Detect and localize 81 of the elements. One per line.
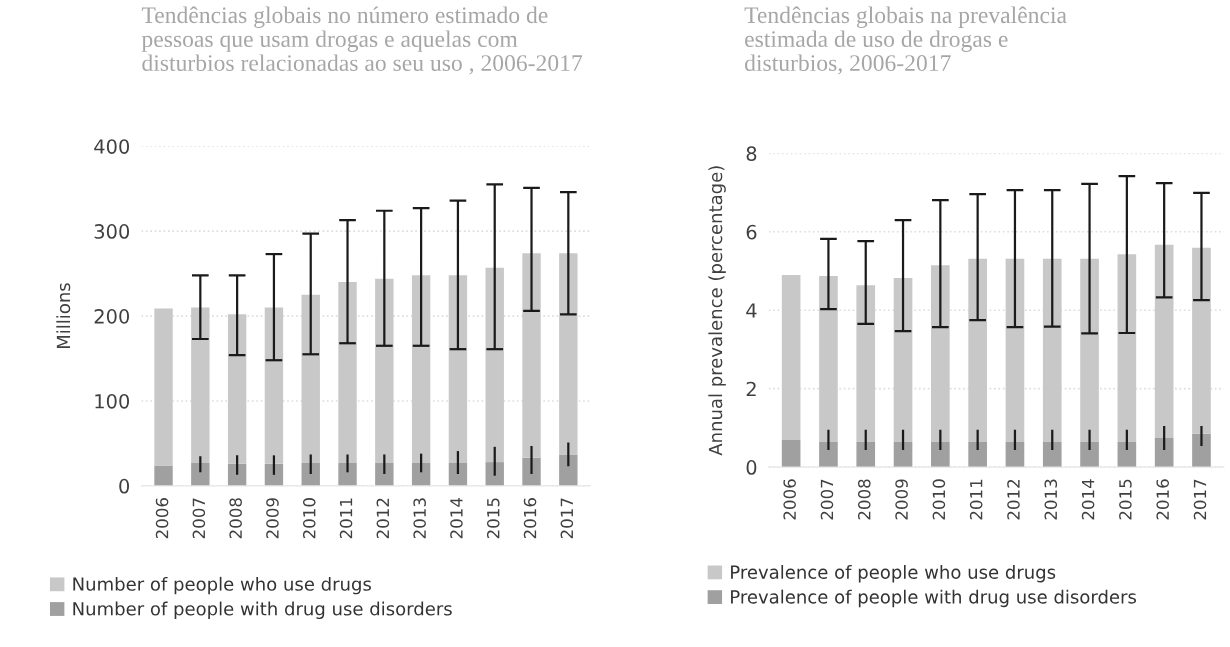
y-tick-label: 100 bbox=[95, 393, 130, 409]
bar bbox=[375, 462, 394, 486]
bar bbox=[485, 267, 504, 463]
y-tick-label: 2 bbox=[746, 381, 756, 397]
bar bbox=[1154, 244, 1174, 439]
x-tick-label: 2006 bbox=[155, 498, 169, 539]
bar bbox=[154, 308, 173, 466]
legend-label: Number of people who use drugs bbox=[73, 576, 371, 595]
x-tick-label: 2010 bbox=[932, 479, 946, 520]
bar bbox=[191, 307, 210, 463]
bar bbox=[893, 278, 913, 443]
x-tick-label: 2014 bbox=[450, 497, 463, 539]
bar bbox=[968, 258, 987, 443]
y-axis-title: Millions bbox=[56, 283, 71, 349]
bar bbox=[522, 253, 541, 458]
bar bbox=[264, 307, 284, 464]
x-tick-label: 2015 bbox=[486, 498, 500, 539]
legend-label: Prevalence of people with drug use disorders bbox=[731, 589, 1136, 608]
x-tick-label: 2008 bbox=[229, 498, 242, 539]
y-tick-label: 6 bbox=[746, 224, 757, 240]
x-tick-label: 2007 bbox=[192, 498, 206, 539]
x-tick-label: 2013 bbox=[1044, 479, 1058, 520]
bar bbox=[856, 285, 876, 443]
bar bbox=[522, 457, 541, 486]
x-tick-label: 2006 bbox=[783, 479, 796, 520]
y-tick-label: 200 bbox=[94, 309, 130, 324]
bar bbox=[1192, 247, 1211, 434]
bar bbox=[856, 442, 876, 468]
y-tick-label: 0 bbox=[119, 478, 130, 494]
bar bbox=[1080, 442, 1099, 468]
x-tick-label: 2009 bbox=[266, 498, 279, 539]
bar bbox=[781, 274, 801, 441]
bar bbox=[1192, 433, 1211, 468]
x-tick-label: 2016 bbox=[1156, 479, 1169, 520]
x-tick-label: 2017 bbox=[1193, 479, 1207, 520]
x-tick-label: 2007 bbox=[820, 479, 834, 520]
y-tick-label: 300 bbox=[94, 224, 130, 239]
bar bbox=[338, 462, 357, 486]
legend-label: Number of people with drug use disorders bbox=[73, 601, 452, 620]
legend-label: Prevalence of people who use drugs bbox=[731, 564, 1056, 583]
x-tick-label: 2013 bbox=[413, 498, 426, 539]
bar bbox=[191, 462, 210, 486]
x-tick-label: 2016 bbox=[523, 498, 537, 539]
x-tick-label: 2009 bbox=[895, 479, 908, 520]
bar bbox=[931, 265, 950, 443]
bar bbox=[411, 275, 431, 463]
y-tick-label: 4 bbox=[746, 303, 757, 318]
y-axis-title: Annual prevalence (percentage) bbox=[708, 166, 726, 456]
bar bbox=[1117, 254, 1137, 443]
bar bbox=[227, 314, 247, 464]
x-tick-label: 2012 bbox=[376, 498, 390, 539]
x-tick-label: 2012 bbox=[1007, 479, 1020, 520]
bar bbox=[931, 442, 950, 468]
bar bbox=[1042, 442, 1062, 468]
chart-title: Tendências globais no número estimado de pessoas que usam drogas e aquelas com disturbios relacionadas ao seu uso , 2006-2017 bbox=[141, 6, 583, 75]
y-tick-label: 400 bbox=[94, 139, 130, 154]
bar bbox=[154, 465, 173, 486]
x-tick-label: 2010 bbox=[302, 498, 316, 539]
bar bbox=[968, 442, 987, 468]
x-tick-label: 2011 bbox=[339, 498, 353, 539]
y-tick-label: 0 bbox=[746, 460, 757, 475]
bar bbox=[301, 294, 320, 463]
bar bbox=[1005, 258, 1025, 443]
y-tick-label: 8 bbox=[746, 146, 757, 161]
bar bbox=[411, 462, 431, 486]
bar bbox=[1080, 258, 1099, 443]
bar bbox=[559, 454, 578, 486]
bar bbox=[338, 282, 357, 463]
bar bbox=[819, 442, 838, 468]
x-tick-label: 2015 bbox=[1119, 479, 1132, 520]
bar bbox=[559, 253, 578, 455]
x-tick-label: 2017 bbox=[560, 498, 574, 539]
x-tick-label: 2011 bbox=[969, 479, 983, 520]
chart-title: Tendências globais na prevalência estimada de uso de drogas e disturbios, 2006-2017 bbox=[744, 6, 1067, 75]
bar bbox=[448, 275, 468, 463]
x-tick-label: 2014 bbox=[1081, 479, 1095, 520]
bar bbox=[375, 278, 394, 463]
bar bbox=[1042, 258, 1062, 443]
x-tick-label: 2008 bbox=[857, 479, 871, 520]
bar bbox=[781, 440, 801, 468]
bar bbox=[819, 276, 838, 443]
